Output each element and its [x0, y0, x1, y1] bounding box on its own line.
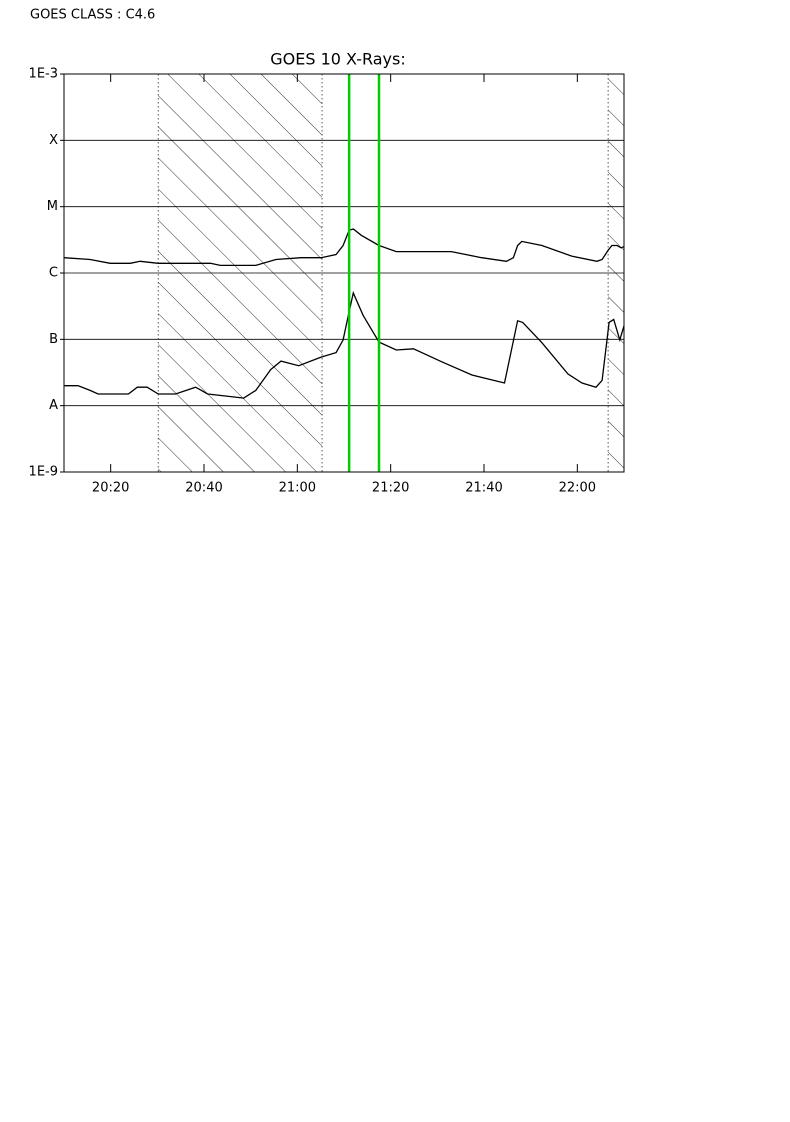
- y-tick-label: X: [49, 133, 58, 148]
- flux-line: [64, 228, 624, 267]
- y-tick-label: M: [47, 199, 58, 214]
- y-tick-label: 1E-9: [29, 465, 58, 480]
- y-tick-label: A: [49, 398, 58, 413]
- x-tick-label: 21:40: [465, 481, 502, 496]
- x-tick-label: 22:00: [559, 481, 596, 496]
- flux-line: [64, 290, 624, 399]
- y-tick-label: C: [49, 266, 58, 281]
- x-tick-label: 21:20: [372, 481, 409, 496]
- y-tick-label: B: [49, 332, 58, 347]
- x-tick-label: 20:20: [92, 481, 129, 496]
- x-tick-label: 20:40: [185, 481, 222, 496]
- header-text: GOES CLASS : C4.6: [30, 8, 155, 23]
- chart-title: GOES 10 X-Rays:: [270, 50, 406, 69]
- plot-frame: [63, 73, 625, 473]
- x-tick-label: 21:00: [279, 481, 316, 496]
- y-tick-label: 1E-3: [29, 67, 58, 82]
